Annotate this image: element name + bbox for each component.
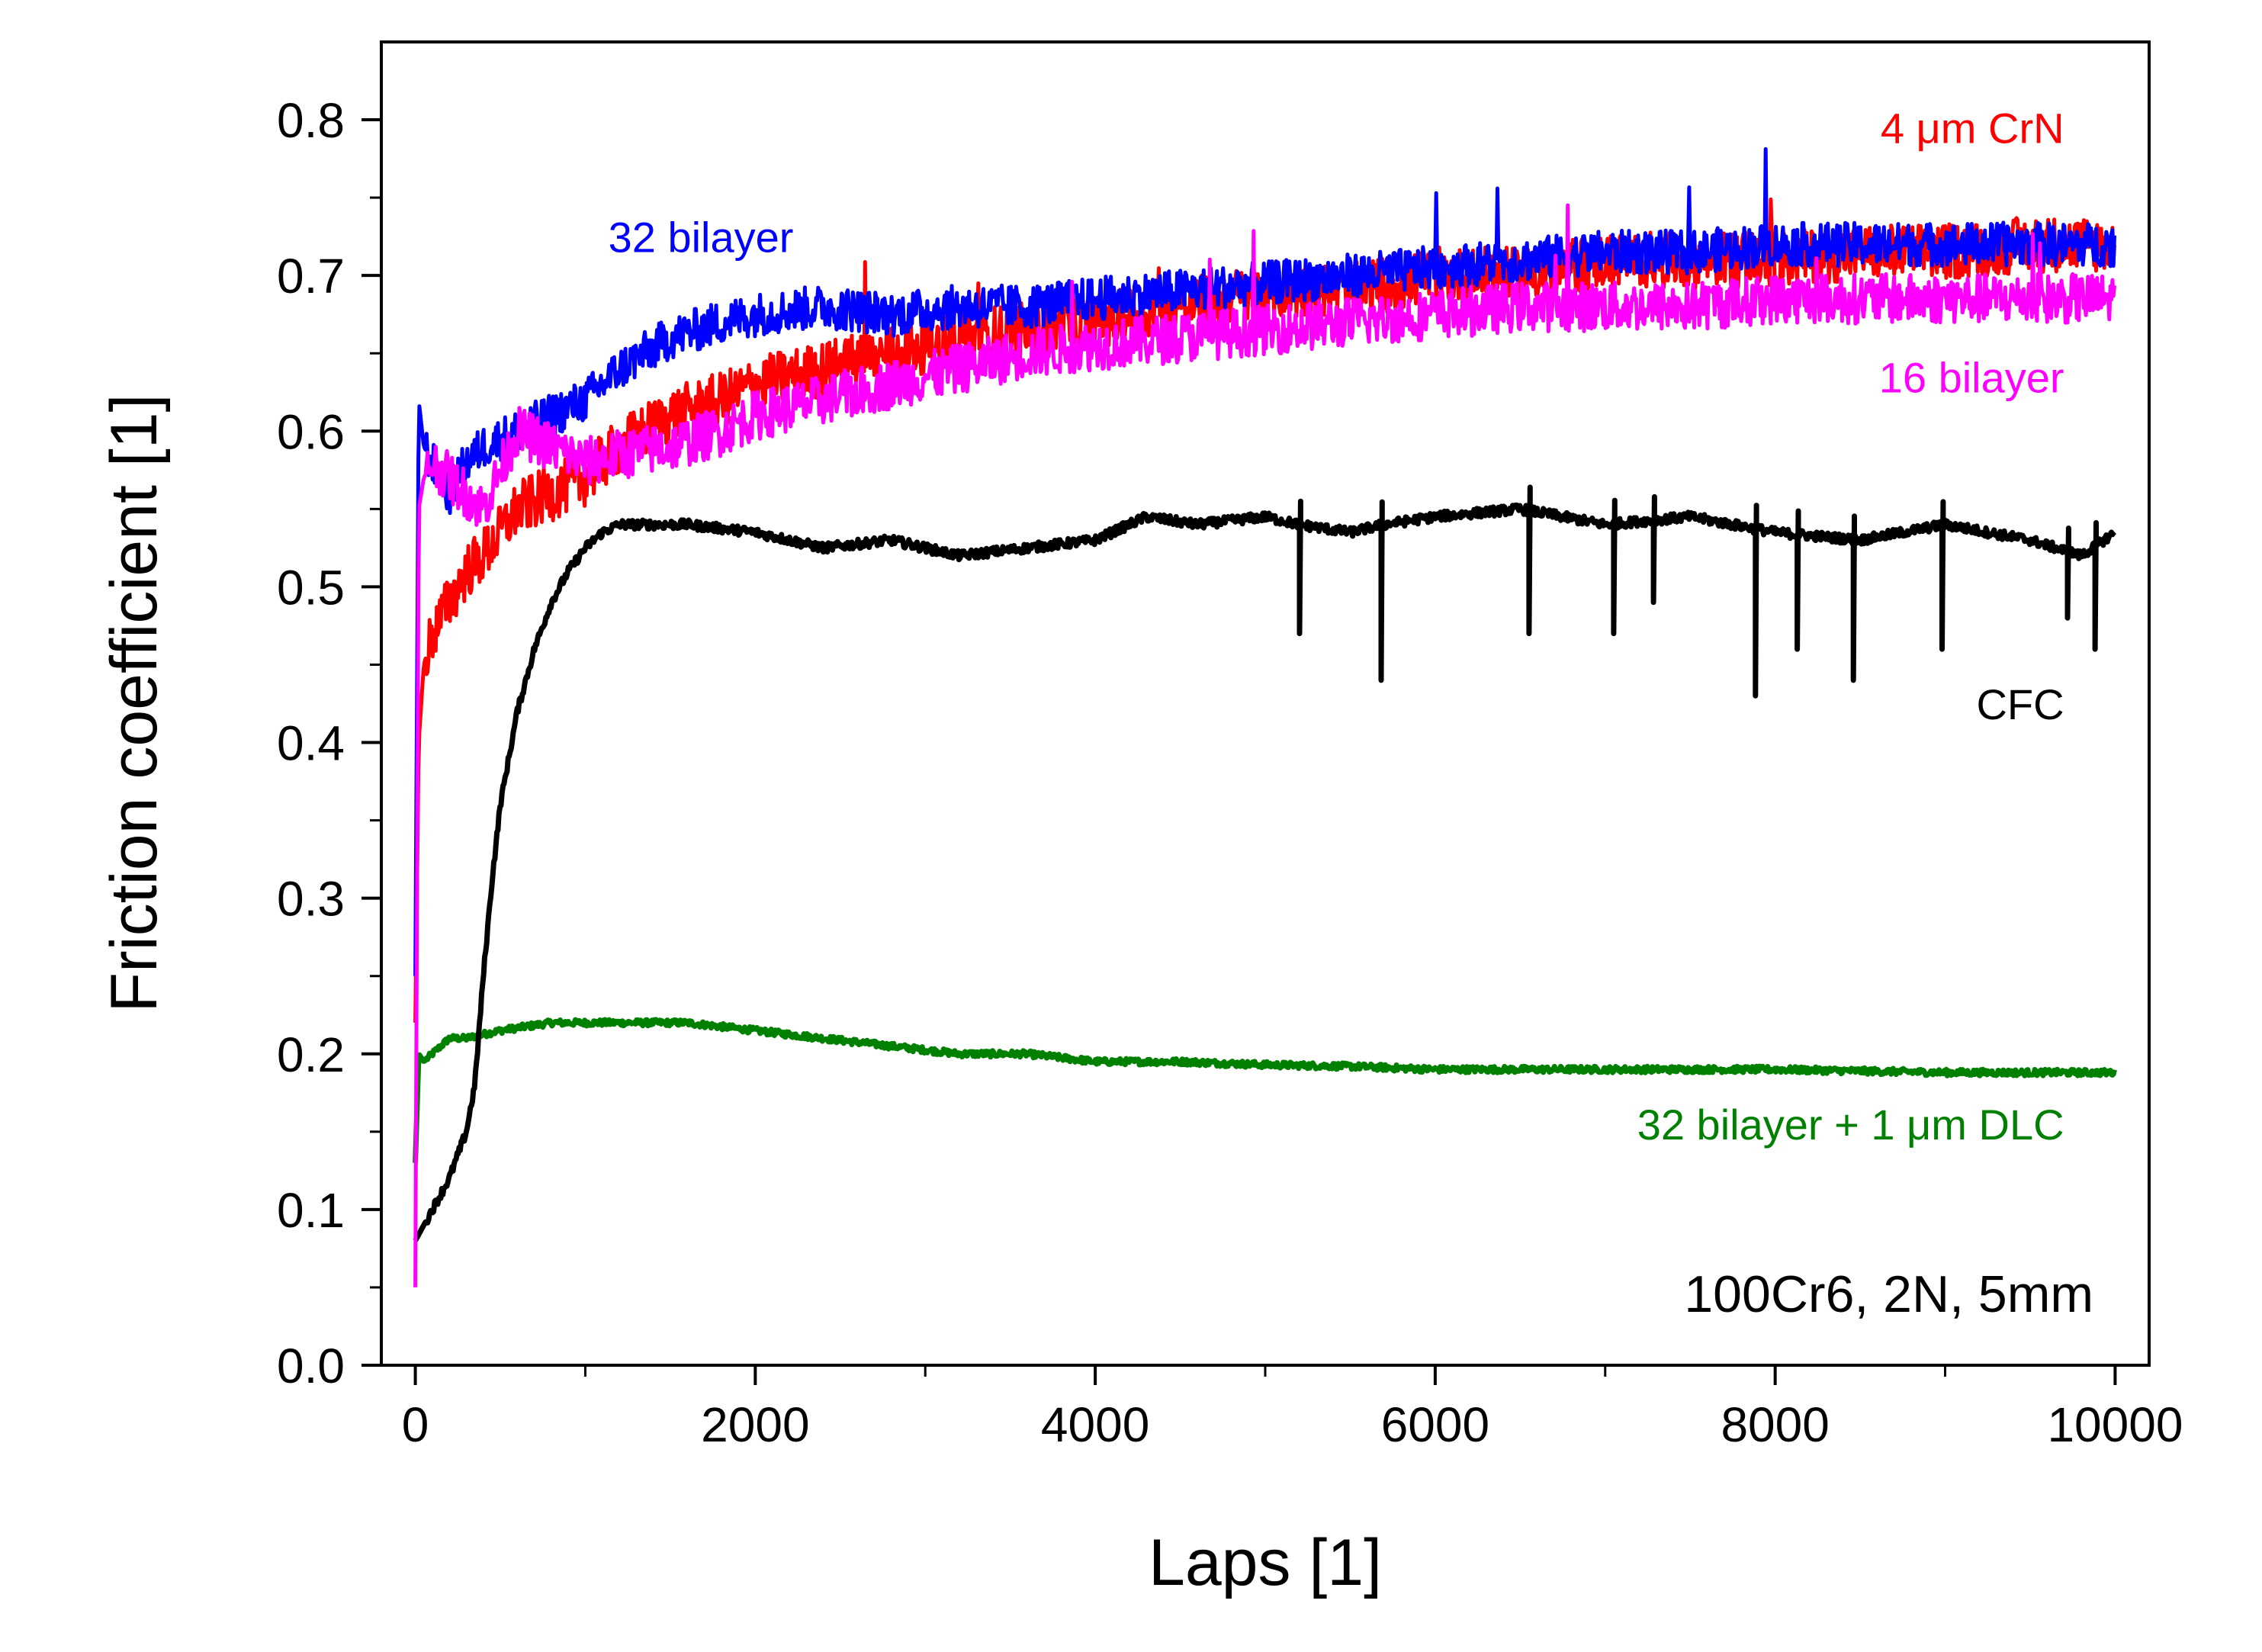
y-tick-label: 0.8: [277, 93, 345, 148]
test-conditions-annotation: 100Cr6, 2N, 5mm: [1684, 1265, 2093, 1323]
series-label: 32 bilayer: [609, 214, 794, 262]
y-tick-label: 0.7: [277, 249, 345, 304]
series-line-16-bilayer: [413, 203, 2116, 1287]
x-tick-label: 8000: [1721, 1397, 1829, 1452]
series-line-cfc: [413, 484, 2116, 1242]
y-tick-label: 0.5: [277, 560, 345, 615]
y-tick-label: 0.3: [277, 872, 345, 927]
tick-layer: 0 2000 4000 6000 8000 10000 0.0 0.1 0.2 0.3 0.4 0.5…: [277, 93, 2183, 1452]
x-tick-label: 4000: [1041, 1397, 1149, 1452]
y-tick-label: 0.1: [277, 1183, 345, 1238]
x-axis-title: Laps [1]: [1149, 1526, 1382, 1599]
series-layer: [413, 146, 2117, 1287]
x-tick-label: 2000: [701, 1397, 809, 1452]
x-tick-label: 10000: [2047, 1397, 2183, 1452]
y-tick-label: 0.4: [277, 716, 345, 771]
y-tick-label: 0.2: [277, 1027, 345, 1082]
series-label: CFC: [1976, 680, 2064, 728]
y-tick-label: 0.0: [277, 1339, 345, 1393]
series-label: 4 μm CrN: [1881, 104, 2064, 153]
series-line-32-bilayer: [413, 146, 2116, 976]
label-layer: 4 μm CrN 32 bilayer 16 bilayer CFC 32 bilaye…: [609, 104, 2064, 1149]
series-line-32-bilayer-1-m-dlc: [413, 1017, 2117, 1163]
x-tick-label: 0: [402, 1397, 429, 1452]
y-tick-label: 0.6: [277, 404, 345, 459]
y-axis-title: Friction coefficient [1]: [98, 394, 171, 1013]
x-tick-label: 6000: [1381, 1397, 1489, 1452]
series-label: 16 bilayer: [1879, 353, 2064, 401]
series-label: 32 bilayer + 1 μm DLC: [1637, 1101, 2064, 1149]
